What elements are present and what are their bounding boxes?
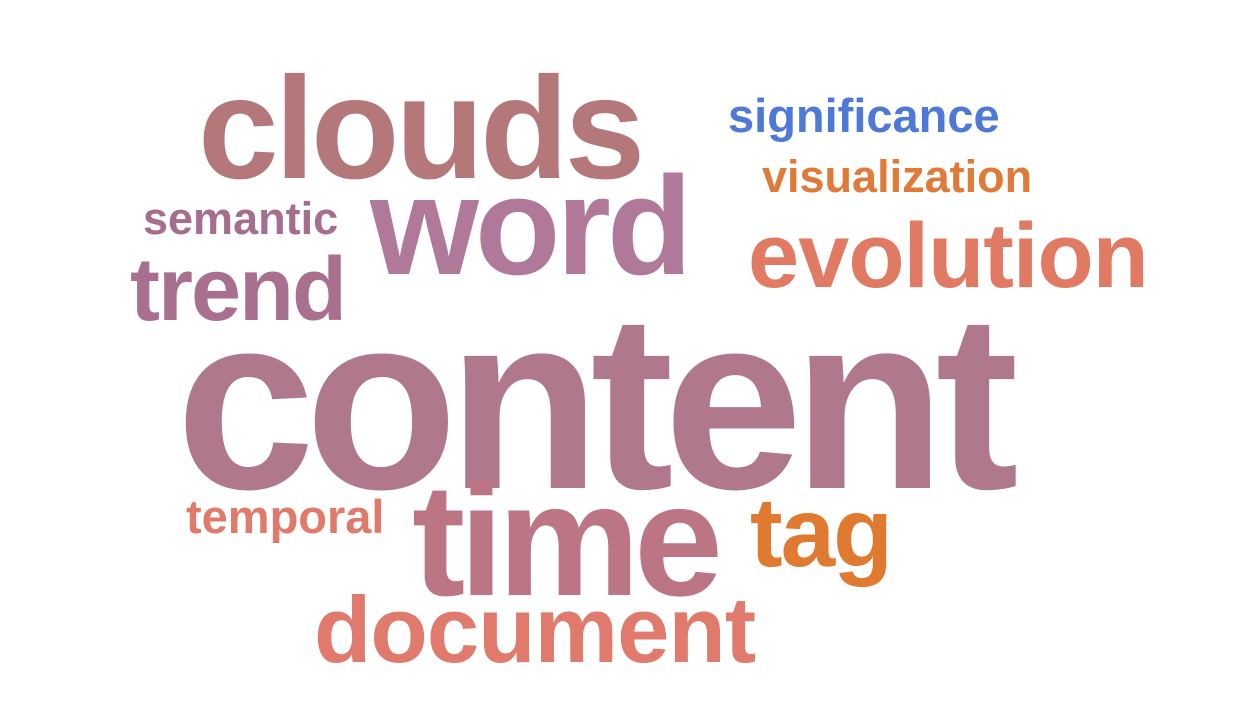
word-clouds: clouds [198, 47, 645, 209]
word-word: word [370, 147, 692, 304]
word-document: document [314, 577, 756, 682]
word-time: time [412, 450, 723, 629]
word-significance: significance [728, 89, 1000, 142]
word-semantic: semantic [143, 193, 339, 244]
word-content: content [176, 262, 1019, 541]
word-visualization: visualization [762, 151, 1033, 202]
word-tag: tag [750, 477, 893, 587]
word-trend: trend [130, 240, 347, 340]
word-evolution: evolution [748, 205, 1149, 307]
word-temporal: temporal [186, 490, 385, 543]
